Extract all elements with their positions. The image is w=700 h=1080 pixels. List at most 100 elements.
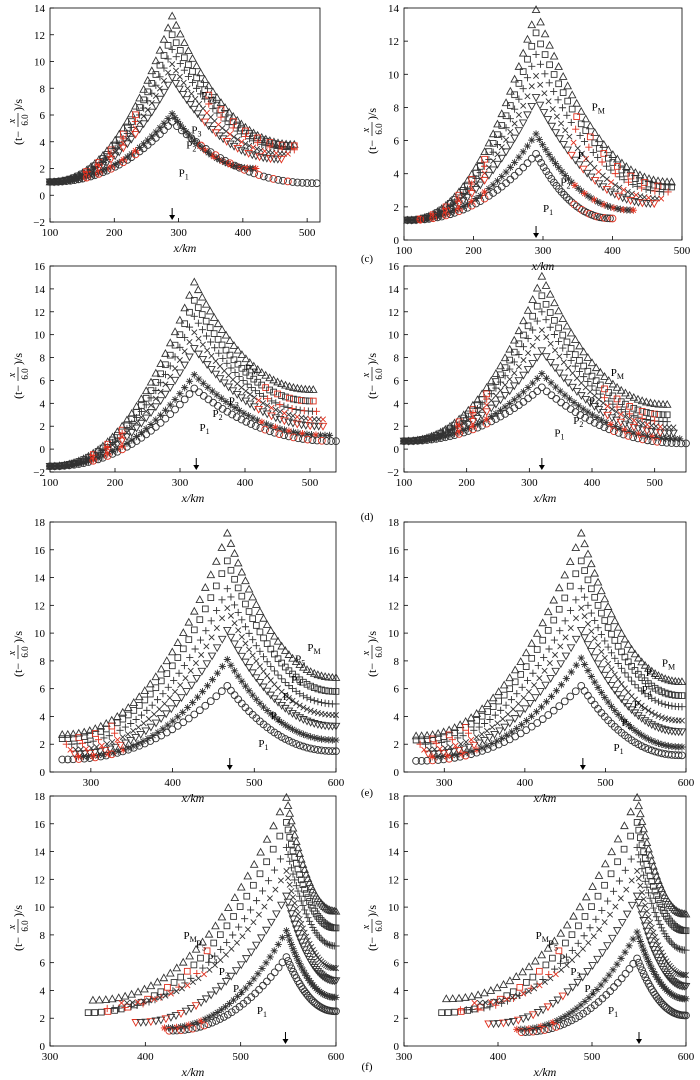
- data-point: [579, 405, 587, 413]
- data-point: [495, 727, 504, 736]
- data-point: [123, 999, 131, 1006]
- data-point: [533, 302, 541, 310]
- data-point: [253, 364, 263, 373]
- data-point: [645, 850, 655, 859]
- data-point: [186, 338, 193, 346]
- data-point: [483, 699, 493, 708]
- data-point: [537, 703, 546, 711]
- data-point: [502, 124, 510, 132]
- data-point: [230, 601, 239, 609]
- y-axis-label: (t−x 6.0)/s: [361, 631, 384, 677]
- data-point: [438, 1009, 445, 1016]
- data-point: [473, 423, 482, 432]
- data-point: [288, 738, 297, 747]
- data-point: [668, 183, 675, 191]
- data-point: [519, 316, 528, 325]
- data-point: [628, 877, 635, 884]
- data-point: [191, 329, 198, 336]
- y-tick-label: 6: [40, 958, 46, 970]
- data-point: [230, 913, 237, 920]
- data-point: [283, 867, 290, 875]
- data-point: [277, 877, 284, 884]
- data-point: [328, 722, 337, 731]
- data-point: [588, 372, 596, 380]
- data-point: [173, 988, 180, 995]
- data-point: [167, 74, 177, 83]
- data-point: [174, 654, 182, 661]
- y-tick-label: 8: [40, 83, 46, 95]
- data-point: [621, 653, 629, 661]
- data-point: [171, 80, 181, 88]
- data-point: [147, 108, 157, 117]
- data-point: [74, 755, 83, 763]
- data-point: [303, 933, 310, 940]
- data-point: [184, 1025, 193, 1034]
- data-point: [605, 154, 612, 162]
- data-point: [473, 746, 481, 754]
- data-point: [532, 628, 542, 637]
- data-point: [572, 661, 580, 669]
- data-point: [635, 419, 642, 426]
- y-tick-label: 10: [34, 628, 46, 640]
- data-point: [498, 172, 506, 181]
- data-point: [272, 910, 281, 919]
- data-point: [664, 188, 672, 196]
- data-point: [577, 1001, 585, 1009]
- data-point: [647, 721, 657, 730]
- data-point: [300, 865, 309, 873]
- x-axis-label: x/km: [533, 1065, 557, 1079]
- data-point: [567, 1016, 576, 1025]
- data-point: [583, 353, 593, 361]
- data-point: [661, 741, 669, 749]
- data-point: [296, 690, 304, 698]
- data-point: [241, 915, 249, 923]
- data-point: [196, 636, 205, 644]
- data-point: [607, 847, 617, 856]
- data-point: [258, 408, 268, 417]
- data-point: [273, 636, 283, 645]
- data-point: [219, 354, 227, 363]
- data-point: [409, 437, 418, 445]
- data-point: [654, 671, 663, 680]
- data-point: [168, 662, 176, 670]
- data-point: [148, 80, 156, 87]
- data-point: [517, 1025, 525, 1033]
- data-point: [594, 624, 602, 632]
- data-point: [556, 387, 564, 395]
- data-point: [600, 423, 609, 432]
- data-point: [250, 881, 257, 889]
- data-point: [542, 300, 550, 308]
- data-point: [583, 641, 593, 650]
- data-point: [197, 80, 204, 88]
- data-point: [441, 432, 449, 440]
- data-point: [186, 1005, 196, 1014]
- data-point: [586, 133, 594, 141]
- data-point: [182, 96, 192, 105]
- data-point: [127, 109, 136, 118]
- y-tick-label: 0: [40, 444, 46, 456]
- data-point: [626, 165, 636, 174]
- data-point: [644, 932, 653, 941]
- data-point: [261, 903, 268, 910]
- data-point: [283, 819, 290, 826]
- data-point: [228, 410, 236, 419]
- data-point: [264, 402, 271, 409]
- data-point: [660, 429, 670, 438]
- data-point: [523, 159, 532, 168]
- y-tick-label: 10: [34, 57, 46, 69]
- data-point: [101, 995, 111, 1003]
- data-point: [600, 201, 608, 209]
- data-point: [525, 688, 532, 695]
- data-point: [594, 602, 602, 609]
- data-point: [289, 847, 297, 855]
- data-point: [74, 460, 83, 468]
- data-point: [99, 453, 107, 462]
- data-point: [590, 933, 597, 940]
- data-point: [555, 605, 563, 613]
- y-tick-label: 18: [388, 517, 400, 529]
- data-point: [536, 688, 545, 696]
- data-point: [570, 139, 577, 146]
- data-point: [572, 570, 580, 578]
- data-point: [672, 439, 681, 448]
- data-point: [255, 397, 262, 404]
